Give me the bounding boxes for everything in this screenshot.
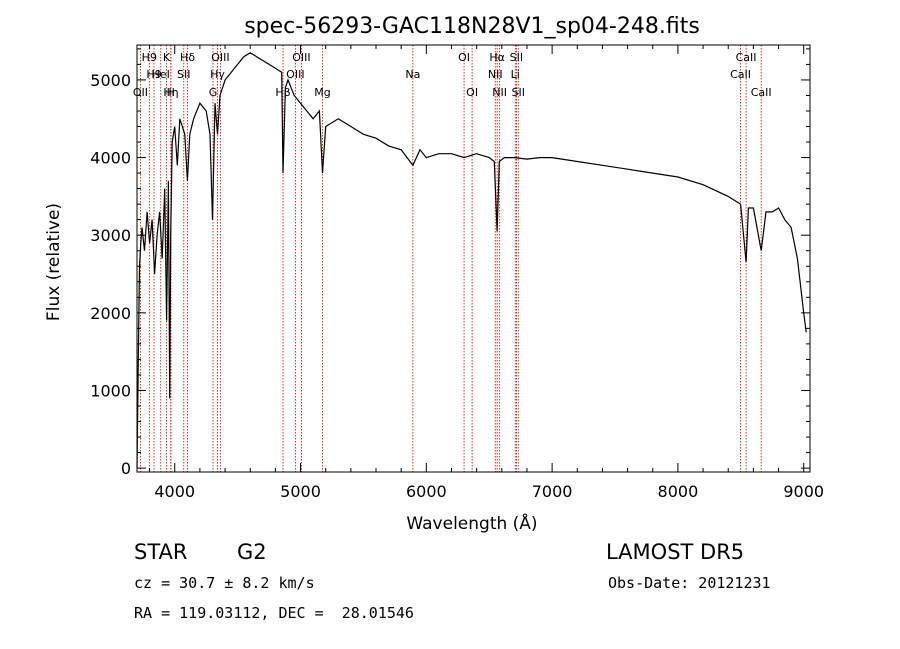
x-tick-label: 7000 (532, 482, 573, 501)
x-tick-label: 6000 (406, 482, 447, 501)
spectral-line-label: OI (466, 86, 478, 99)
spectral-line-label: SII (177, 68, 190, 81)
y-tick-label: 0 (121, 459, 131, 478)
spectrum-series-line (136, 52, 807, 469)
spectral-line-label: Li (511, 68, 520, 81)
observation-date: Obs-Date: 20121231 (608, 574, 771, 592)
spectral-line-label: G (209, 86, 218, 99)
spectral-line-label: CaII (730, 68, 751, 81)
sky-coordinates: RA = 119.03112, DEC = 28.01546 (134, 604, 414, 622)
plot-frame (136, 44, 811, 473)
chart-title: spec-56293-GAC118N28V1_sp04-248.fits (244, 14, 700, 39)
spectral-line-labels: OIIH9H9HeIKHηHSIIHδGHγOIIIHβOIIIOIIIMgNa… (133, 51, 772, 99)
object-class: STAR (134, 540, 188, 564)
spectral-line-label: CaII (736, 51, 757, 64)
spectral-line-label: Na (405, 68, 420, 81)
y-tick-label: 1000 (90, 381, 131, 400)
spectral-line-label: CaII (751, 86, 772, 99)
spectral-line-label: SII (510, 51, 523, 64)
x-tick-label: 8000 (658, 482, 699, 501)
survey-name: LAMOST DR5 (606, 540, 745, 564)
y-tick-label: 3000 (90, 226, 131, 245)
y-axis-ticks: 0 1000 2000 3000 4000 5000 (90, 48, 810, 478)
spectral-line-label: H9 (142, 51, 157, 64)
y-axis-label: Flux (relative) (44, 203, 64, 321)
spectral-line-label: NII (492, 86, 507, 99)
x-tick-label: 4000 (154, 482, 195, 501)
spectral-line-label: Mg (314, 86, 330, 99)
spectral-line-label: OIII (286, 68, 304, 81)
spectral-line-label: OIII (211, 51, 229, 64)
x-axis-label: Wavelength (Å) (406, 512, 537, 534)
spectral-line-label: Hγ (210, 68, 225, 81)
spectral-line-label: Hη (163, 86, 178, 99)
y-tick-label: 5000 (90, 71, 131, 90)
redshift-velocity: cz = 30.7 ± 8.2 km/s (134, 574, 315, 592)
spectral-line-label: OIII (292, 51, 310, 64)
spectral-line-label: OI (458, 51, 470, 64)
spectral-line-label: Hα (489, 51, 505, 64)
spectral-line-label: Hβ (275, 86, 290, 99)
spectral-line-label: H (167, 86, 175, 99)
spectral-line-label: SII (512, 86, 525, 99)
spectral-lines (139, 45, 762, 472)
y-tick-label: 2000 (90, 304, 131, 323)
spectral-line-label: OII (133, 86, 148, 99)
x-tick-label: 9000 (783, 482, 824, 501)
spectral-line-label: Hδ (180, 51, 195, 64)
object-subclass: G2 (237, 540, 267, 564)
spectral-line-label: HeI (152, 68, 170, 81)
spectral-line-label: K (163, 51, 171, 64)
spectral-line-label: H9 (146, 68, 161, 81)
y-tick-label: 4000 (90, 149, 131, 168)
spectral-line-label: NII (488, 68, 503, 81)
x-axis-ticks: 4000 5000 6000 7000 8000 9000 (149, 45, 824, 501)
x-tick-label: 5000 (280, 482, 321, 501)
